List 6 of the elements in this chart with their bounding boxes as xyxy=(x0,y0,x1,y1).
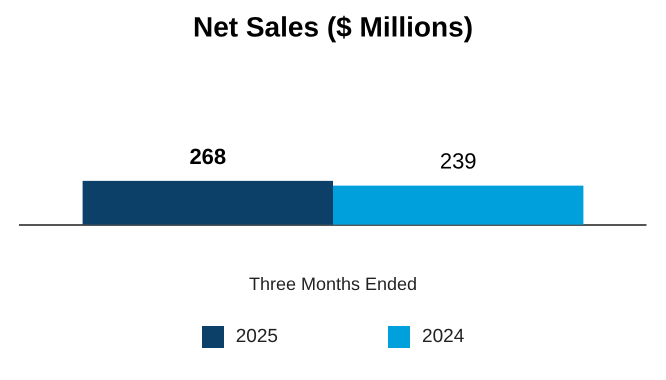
data-label: 239 xyxy=(440,148,477,174)
data-label: 268 xyxy=(189,144,226,169)
x-axis-title: Three Months Ended xyxy=(248,274,418,294)
legend-label: 2024 xyxy=(422,326,464,348)
chart-title: Net Sales ($ Millions) xyxy=(192,12,474,43)
legend-label: 2025 xyxy=(236,326,278,348)
